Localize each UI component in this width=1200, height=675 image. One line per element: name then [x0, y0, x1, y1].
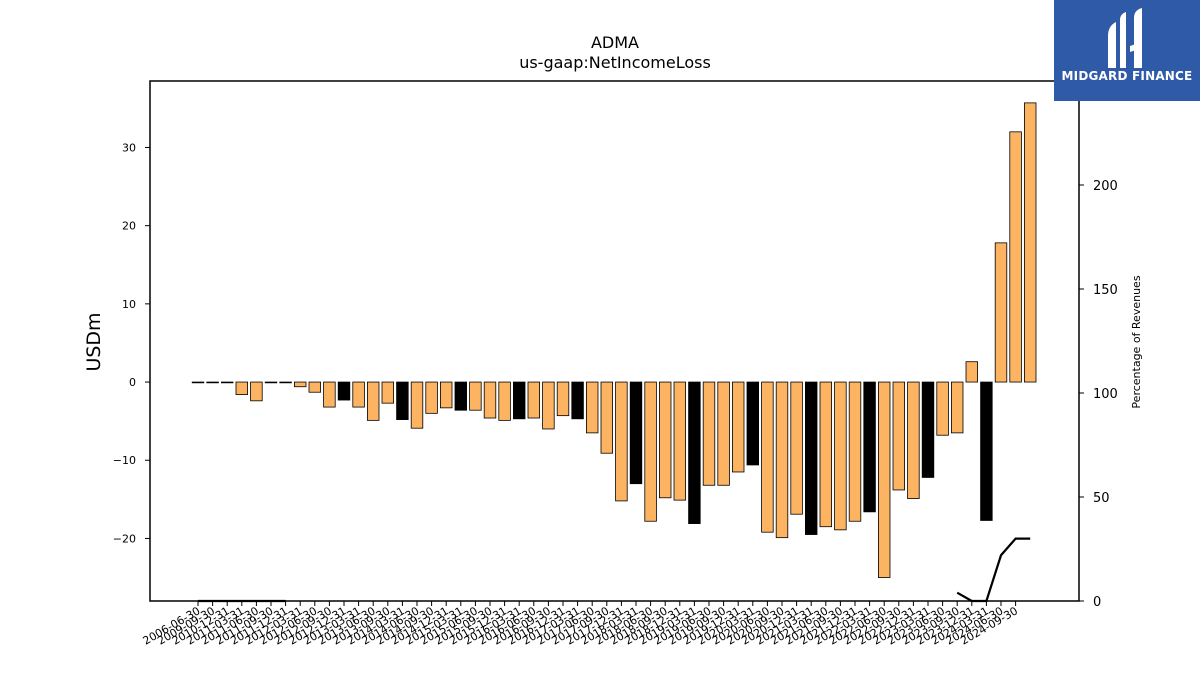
bar — [323, 381, 336, 408]
bar — [1009, 131, 1022, 383]
y2-axis: 0 50 100 150 200 — [1079, 179, 1118, 610]
bar — [615, 381, 628, 502]
bar — [834, 381, 847, 531]
bar — [586, 381, 599, 434]
y-axis: −20 −10 0 10 20 30 — [113, 141, 150, 545]
bar — [498, 381, 511, 421]
pct-revenue-line — [956, 537, 1031, 603]
bar — [878, 381, 891, 578]
bar — [848, 381, 862, 522]
y-tick-label: −20 — [113, 532, 136, 545]
bar — [688, 381, 701, 524]
bar — [191, 381, 205, 384]
bar — [921, 381, 935, 478]
bar — [454, 381, 468, 411]
bar — [761, 381, 774, 533]
bar — [542, 381, 555, 430]
bar — [279, 381, 292, 384]
x-axis: 2006-06-302009-09-302010-12-312011-03-31… — [141, 601, 1020, 648]
y2-tick-label: 150 — [1093, 283, 1118, 298]
y-tick-label: 10 — [122, 298, 136, 311]
y2-tick-label: 50 — [1093, 491, 1110, 506]
bar — [469, 381, 482, 411]
bar — [1024, 102, 1037, 383]
bar — [951, 381, 964, 434]
y-tick-label: 0 — [129, 376, 136, 389]
bar — [805, 381, 818, 535]
logo-text: MIDGARD FINANCE — [1061, 69, 1193, 83]
bar — [235, 381, 249, 395]
bar — [206, 381, 219, 384]
bar — [600, 381, 614, 454]
bar — [980, 381, 993, 521]
bar — [629, 381, 643, 485]
bar — [673, 381, 687, 501]
chart-subtitle: us-gaap:NetIncomeLoss — [519, 53, 711, 72]
bars-group — [191, 102, 1037, 578]
bar — [425, 381, 438, 414]
bar — [220, 381, 234, 384]
bar — [293, 381, 307, 388]
y2-tick-label: 100 — [1093, 387, 1118, 402]
y-tick-label: −10 — [113, 454, 136, 467]
bar — [396, 381, 409, 420]
bar — [439, 381, 453, 409]
bar — [308, 381, 322, 393]
bar — [571, 381, 584, 420]
y2-tick-label: 200 — [1093, 179, 1118, 194]
y-tick-label: 20 — [122, 220, 136, 233]
bar — [352, 381, 365, 408]
bar — [994, 242, 1008, 383]
y-tick-label: 30 — [122, 141, 136, 154]
bar — [366, 381, 380, 421]
bar — [556, 381, 570, 417]
bar — [746, 381, 760, 466]
y2-tick-label: 0 — [1093, 595, 1101, 610]
bar — [907, 381, 920, 499]
bar — [410, 381, 424, 429]
bar — [250, 381, 263, 402]
y2-axis-label: Percentage of Revenues — [1130, 275, 1143, 408]
bar — [819, 381, 833, 528]
bar — [732, 381, 745, 473]
midgard-logo-icon — [1108, 8, 1142, 68]
bar — [892, 381, 906, 491]
plot-frame — [149, 80, 1080, 602]
bar — [527, 381, 541, 419]
bar — [644, 381, 657, 522]
bar — [264, 381, 278, 384]
bar — [659, 381, 672, 499]
y-axis-label: USDm — [83, 312, 105, 371]
bar — [790, 381, 803, 515]
bar — [702, 381, 716, 486]
bar — [717, 381, 730, 486]
chart-title: ADMA — [591, 33, 639, 52]
bar — [863, 381, 876, 513]
bar — [965, 361, 979, 383]
midgard-logo: MIDGARD FINANCE — [1054, 0, 1200, 101]
bar — [483, 381, 497, 419]
pct-revenue-line-group — [198, 537, 1031, 603]
bar — [936, 381, 949, 436]
bar — [337, 381, 351, 401]
bar — [513, 381, 526, 420]
bar — [381, 381, 395, 404]
bar — [775, 381, 789, 539]
